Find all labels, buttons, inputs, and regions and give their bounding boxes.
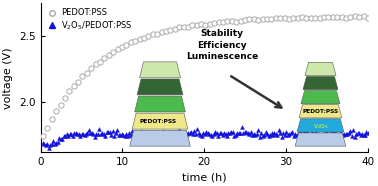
Polygon shape [295,133,346,146]
Polygon shape [299,105,342,118]
X-axis label: time (h): time (h) [182,173,226,182]
Polygon shape [137,79,183,95]
Polygon shape [303,76,338,90]
Polygon shape [305,62,336,76]
Legend: PEDOT:PSS, $\mathrm{V_2O_5}$/PEDOT:PSS: PEDOT:PSS, $\mathrm{V_2O_5}$/PEDOT:PSS [45,8,134,33]
Text: PEDOT:PSS: PEDOT:PSS [140,119,177,124]
Text: Stability
Efficiency
Luminescence: Stability Efficiency Luminescence [186,30,259,61]
Polygon shape [297,119,344,132]
Polygon shape [130,130,190,146]
Polygon shape [139,62,181,78]
Polygon shape [301,91,340,104]
Y-axis label: voltage (V): voltage (V) [3,47,14,109]
Polygon shape [135,96,186,112]
Polygon shape [132,113,188,129]
Text: PEDOT:PSS: PEDOT:PSS [302,110,339,114]
Text: $\mathrm{V_2O_5}$: $\mathrm{V_2O_5}$ [313,122,328,131]
